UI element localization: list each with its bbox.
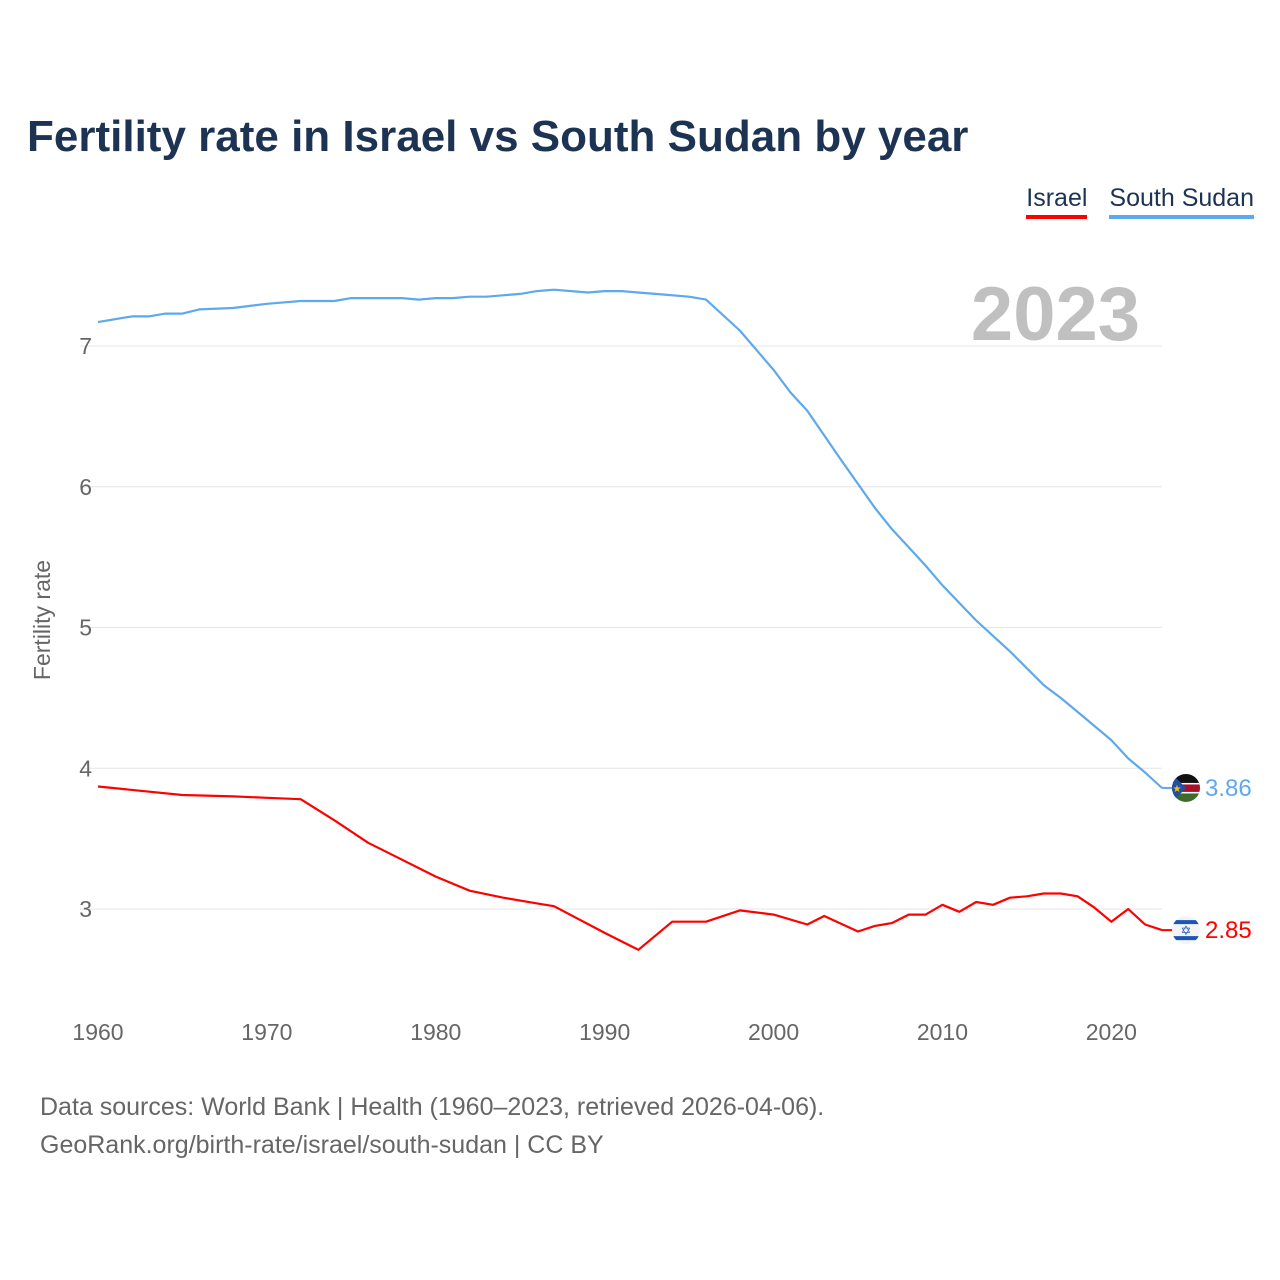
y-tick-label: 6 — [79, 474, 92, 500]
legend: Israel South Sudan — [1026, 184, 1254, 219]
svg-text:★: ★ — [1173, 784, 1182, 795]
x-tick-label: 2010 — [917, 1019, 968, 1045]
y-tick-label: 5 — [79, 615, 92, 641]
footer: Data sources: World Bank | Health (1960–… — [40, 1088, 824, 1164]
x-tick-label: 1960 — [72, 1019, 123, 1045]
south-sudan-flag-icon: ★ — [1172, 773, 1200, 802]
year-annotation: 2023 — [971, 272, 1140, 357]
attribution-text: GeoRank.org/birth-rate/israel/south-suda… — [40, 1131, 604, 1159]
israel-flag-icon: ✡ — [1172, 916, 1200, 945]
y-tick-label: 4 — [79, 755, 92, 781]
x-tick-label: 1990 — [579, 1019, 630, 1045]
source-text: Data sources: World Bank | Health (1960–… — [40, 1093, 825, 1121]
svg-text:✡: ✡ — [1181, 923, 1192, 938]
end-value-label: 3.86 — [1205, 775, 1252, 802]
series-line-south-sudan — [97, 288, 1163, 789]
y-tick-label: 3 — [79, 896, 92, 922]
x-tick-label: 2020 — [1086, 1019, 1137, 1045]
x-tick-label: 1970 — [241, 1019, 292, 1045]
x-tick-label: 2000 — [748, 1019, 799, 1045]
series-line-israel — [97, 785, 1163, 951]
y-tick-label: 7 — [79, 333, 92, 359]
end-value-label: 2.85 — [1205, 917, 1252, 944]
legend-item-israel[interactable]: Israel — [1026, 184, 1088, 219]
legend-item-south-sudan[interactable]: South Sudan — [1109, 184, 1254, 219]
chart-title: Fertility rate in Israel vs South Sudan … — [27, 112, 969, 161]
y-axis-label: Fertility rate — [29, 560, 55, 680]
x-tick-label: 1980 — [410, 1019, 461, 1045]
